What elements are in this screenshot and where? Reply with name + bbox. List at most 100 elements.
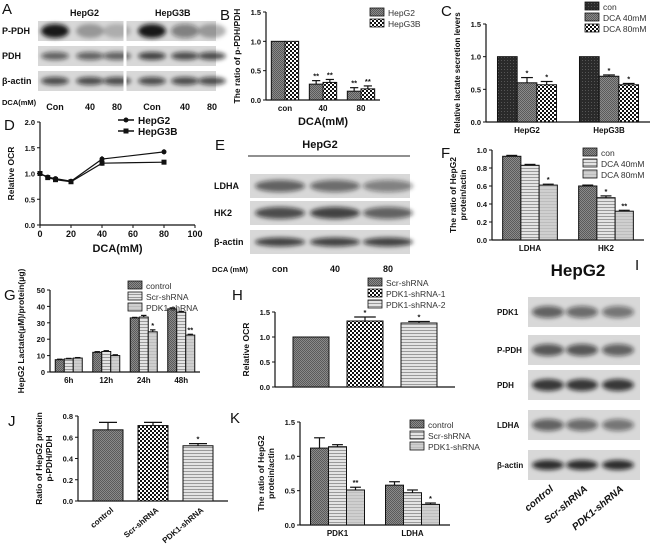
y-tick-label: 1.5 [260, 308, 270, 317]
lane-label: 80 [207, 102, 217, 112]
bar [618, 84, 640, 123]
blot-band [138, 77, 166, 85]
blot-band [255, 237, 305, 247]
y-axis-label: Relative lactate secretion levers [453, 12, 462, 134]
legend-swatch [409, 430, 425, 440]
blot-band [602, 379, 634, 391]
significance-mark: ** [313, 72, 319, 81]
blot-header-hepg2: HepG2 [70, 8, 99, 18]
legend-swatch [584, 12, 600, 22]
legend-swatch [367, 277, 383, 287]
data-point [161, 159, 167, 165]
y-tick-label: 1.0 [25, 170, 35, 179]
y-tick-label: 1.0 [471, 53, 481, 62]
y-tick-label: 0.0 [251, 96, 261, 105]
lane-label: Con [46, 102, 64, 112]
legend-swatch [127, 280, 143, 290]
panel-label-K: K [230, 410, 240, 427]
legend-label: HepG3B [138, 127, 177, 138]
bar [322, 81, 338, 101]
significance-mark: ** [187, 325, 193, 334]
legend-swatch [367, 288, 383, 298]
y-tick-label: 0.0 [63, 497, 73, 506]
bar [110, 355, 121, 373]
x-tick-label: Scr-shRNA [122, 505, 160, 539]
x-tick-label: HepG3B [593, 126, 625, 135]
y-axis-label: The ratio of p-PDH/PDH [232, 9, 242, 104]
y-axis-label-2: protein/actin [266, 448, 276, 499]
significance-mark: ** [621, 201, 627, 210]
significance-mark: * [545, 72, 548, 81]
lane-label: 40 [85, 102, 95, 112]
y-tick-label: 20 [37, 335, 45, 344]
data-point [161, 149, 167, 155]
y-tick-label: 0.0 [25, 221, 35, 230]
data-point [53, 177, 58, 183]
y-tick-label: 40 [37, 302, 45, 311]
panel-label-E: E [215, 137, 225, 154]
blot-header: HepG2 [302, 139, 337, 151]
legend-swatch [582, 169, 598, 179]
y-tick-label: 1.0 [251, 37, 261, 46]
panel-label-B: B [220, 7, 230, 24]
x-axis-label: DCA(mM) [298, 116, 348, 128]
blot-band [103, 77, 131, 85]
legend-label: HepG2 [388, 8, 415, 18]
y-tick-label: 0.6 [477, 182, 487, 191]
bar [520, 164, 540, 241]
y-tick-label: 0.0 [260, 383, 270, 392]
legend-label: DCA 80mM [601, 170, 644, 180]
data-point [37, 171, 43, 176]
x-tick-label: 0 [37, 229, 42, 239]
significance-mark: ** [351, 79, 357, 88]
y-tick-label: 50 [37, 286, 45, 295]
y-tick-label: 2.0 [25, 118, 35, 127]
data-point [99, 156, 105, 162]
legend-label: con [601, 148, 615, 158]
blot-band [310, 237, 360, 247]
blot-band [41, 77, 69, 85]
blot-band [171, 52, 199, 60]
x-tick-label: 6h [64, 376, 73, 385]
blot-band [363, 180, 413, 192]
blot-band [171, 24, 199, 38]
bar [63, 358, 74, 373]
bar [308, 83, 324, 101]
panel-label-J: J [8, 413, 16, 430]
bar [516, 82, 538, 123]
data-point [99, 160, 105, 166]
blot-header-hepg3b: HepG3B [155, 8, 191, 18]
y-tick-label: 1.5 [285, 418, 295, 427]
legend-swatch [369, 7, 385, 17]
bar [137, 425, 169, 502]
y-axis-label-2: protein/actin [458, 169, 468, 220]
blot-band [566, 306, 598, 318]
blot-row-label: LDHA [497, 421, 519, 430]
blot-band [566, 379, 598, 391]
panel-label-H: H [232, 287, 243, 304]
y-tick-label: 0.0 [477, 236, 487, 245]
blot-band [41, 24, 69, 38]
x-tick-label: PDK1-shRNA [161, 505, 206, 545]
panel-label-C: C [441, 3, 452, 20]
significance-mark: * [364, 308, 367, 317]
legend-swatch [127, 302, 143, 312]
x-tick-label: HK2 [598, 244, 615, 253]
blot-band [103, 52, 131, 60]
blot-band [76, 24, 104, 38]
significance-mark: ** [365, 77, 371, 86]
x-tick-label: 100 [187, 229, 202, 239]
bar [138, 316, 149, 373]
blot-band [602, 306, 634, 318]
legend-label: DCA 40mM [601, 159, 644, 169]
y-tick-label: 1.5 [471, 20, 481, 29]
x-tick-label: LDHA [519, 244, 541, 253]
x-tick-label: con [278, 104, 292, 113]
blot-row-label: PDH [2, 51, 21, 61]
x-tick-label: 60 [128, 229, 138, 239]
significance-mark: * [526, 69, 529, 78]
bar [129, 317, 140, 373]
legend-swatch [369, 18, 385, 28]
lane-title: DCA(mM) [2, 98, 37, 107]
